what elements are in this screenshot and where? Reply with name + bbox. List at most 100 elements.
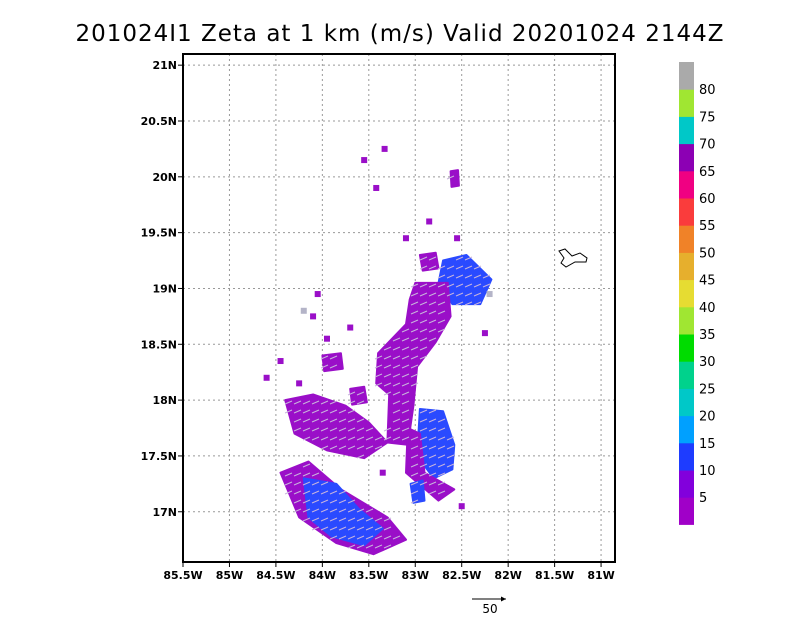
wind-vector xyxy=(419,409,428,414)
wind-vector xyxy=(374,364,383,369)
wind-vector xyxy=(410,283,419,288)
wind-vector xyxy=(437,436,446,441)
wind-vector xyxy=(437,283,446,288)
wind-vector xyxy=(329,499,338,504)
wind-vector xyxy=(284,409,293,414)
y-tick-label: 19N xyxy=(152,282,177,295)
wind-vector xyxy=(410,481,419,486)
wind-vector xyxy=(392,418,401,423)
colorbar-swatch xyxy=(679,198,694,226)
wind-vector xyxy=(419,310,428,315)
shaded-region xyxy=(284,393,389,460)
wind-vector xyxy=(392,364,401,369)
wind-vector xyxy=(437,265,446,270)
wind-vector xyxy=(365,445,374,450)
wind-vector xyxy=(311,517,320,522)
wind-vector xyxy=(410,463,419,468)
colorbar-swatch xyxy=(679,306,694,335)
wind-vector xyxy=(320,409,329,414)
wind-vector xyxy=(383,364,392,369)
wind-vector xyxy=(392,373,401,378)
wind-vector xyxy=(410,499,419,504)
wind-vector xyxy=(320,364,329,369)
wind-vector xyxy=(428,490,437,495)
wind-vector xyxy=(428,337,437,342)
wind-vector xyxy=(455,283,464,288)
wind-vector xyxy=(320,526,329,531)
wind-vector xyxy=(437,454,446,459)
wind-vector xyxy=(383,427,392,432)
colorbar-label: 5 xyxy=(699,491,707,506)
wind-vector xyxy=(410,328,419,333)
y-tick-label: 20.5N xyxy=(141,115,177,128)
wind-vector xyxy=(419,292,428,297)
wind-vector xyxy=(293,409,302,414)
wind-vector xyxy=(419,328,428,333)
wind-vector xyxy=(374,373,383,378)
wind-vector xyxy=(455,292,464,297)
wind-vector xyxy=(446,265,455,270)
wind-vector xyxy=(482,283,491,288)
wind-vector xyxy=(428,409,437,414)
wind-vector xyxy=(428,283,437,288)
chart-title: 201024I1 Zeta at 1 km (m/s) Valid 202010… xyxy=(75,21,724,47)
wind-vector xyxy=(437,274,446,279)
wind-vector xyxy=(401,427,410,432)
wind-vector xyxy=(464,292,473,297)
wind-vector xyxy=(356,400,365,405)
wind-vector xyxy=(437,490,446,495)
wind-vector xyxy=(374,535,383,540)
wind-vector xyxy=(311,472,320,477)
wind-vector xyxy=(419,283,428,288)
wind-vector xyxy=(383,382,392,387)
wind-vector xyxy=(329,427,338,432)
wind-vector xyxy=(320,481,329,486)
wind-vector xyxy=(320,355,329,360)
wind-vector xyxy=(356,517,365,522)
wind-vector xyxy=(419,436,428,441)
wind-vector xyxy=(302,517,311,522)
wind-vector xyxy=(383,517,392,522)
wind-vector xyxy=(401,373,410,378)
wind-vector xyxy=(320,436,329,441)
shaded-speck xyxy=(277,358,284,365)
wind-vector xyxy=(329,436,338,441)
wind-vector xyxy=(437,310,446,315)
shaded-speck xyxy=(402,235,409,242)
x-axis: 85.5W 85W 84.5W 84W 83.5W 83W 82.5W 82W 81.5W 81W xyxy=(163,562,615,582)
wind-vector xyxy=(401,391,410,396)
wind-vector xyxy=(392,346,401,351)
shaded-region xyxy=(375,281,452,446)
wind-vector xyxy=(446,292,455,297)
wind-vector xyxy=(347,418,356,423)
x-tick-label: 83.5W xyxy=(349,569,388,582)
wind-vector xyxy=(410,364,419,369)
wind-vector xyxy=(320,445,329,450)
wind-vector xyxy=(392,400,401,405)
wind-vector xyxy=(428,319,437,324)
wind-vector xyxy=(428,427,437,432)
shaded-speck xyxy=(379,469,386,476)
wind-vector xyxy=(338,535,347,540)
wind-vector xyxy=(374,517,383,522)
wind-vector xyxy=(428,454,437,459)
wind-vector xyxy=(437,418,446,423)
wind-vector xyxy=(338,418,347,423)
wind-vector xyxy=(446,454,455,459)
wind-vector xyxy=(473,283,482,288)
wind-vector xyxy=(392,436,401,441)
x-tick-label: 82W xyxy=(494,569,521,582)
wind-vector xyxy=(347,544,356,549)
wind-vector xyxy=(374,355,383,360)
wind-vector xyxy=(374,526,383,531)
wind-vector xyxy=(365,535,374,540)
wind-vector xyxy=(329,445,338,450)
shaded-speck xyxy=(310,313,317,320)
wind-vector xyxy=(347,535,356,540)
wind-vector xyxy=(329,535,338,540)
shaded-speck xyxy=(373,184,380,191)
wind-vector xyxy=(347,409,356,414)
wind-vector xyxy=(383,355,392,360)
wind-vector xyxy=(302,499,311,504)
wind-vector xyxy=(428,310,437,315)
